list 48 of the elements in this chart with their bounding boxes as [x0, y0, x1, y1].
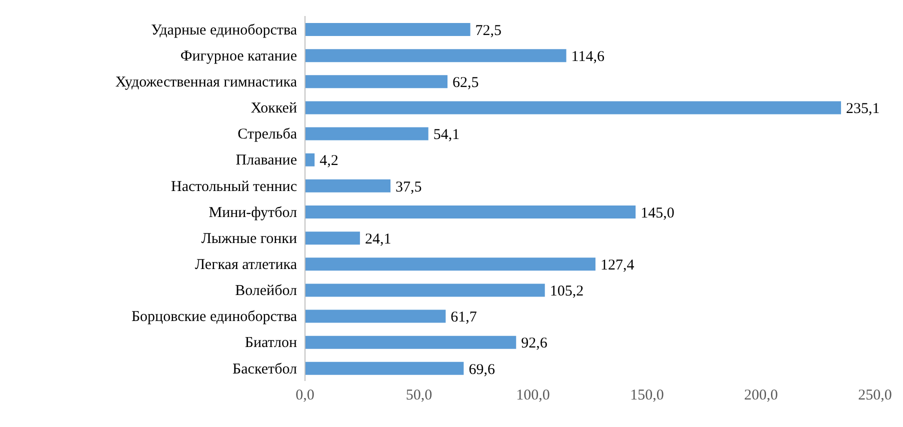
data-label: 61,7 — [450, 310, 478, 326]
bar — [305, 336, 516, 349]
bar — [305, 362, 464, 375]
bar — [305, 232, 360, 245]
x-tick-label: 50,0 — [406, 388, 432, 404]
data-label: 235,1 — [846, 101, 880, 118]
bar — [305, 49, 566, 62]
data-label: 145,0 — [640, 205, 674, 222]
bar — [305, 101, 842, 114]
x-tick-label: 0,0 — [296, 388, 314, 404]
x-tick-label: 250,0 — [858, 388, 892, 404]
y-tick-label: Лыжные гонки — [201, 230, 297, 247]
data-label: 37,5 — [396, 179, 422, 196]
data-label: 4,2 — [320, 153, 338, 170]
data-label: 24,1 — [364, 231, 392, 248]
y-tick-label: Мини-футбол — [208, 204, 298, 221]
y-tick-label: Легкая атлетика — [194, 257, 298, 274]
x-tick-label: 100,0 — [516, 388, 550, 404]
bar — [305, 258, 596, 271]
data-label: 62,5 — [452, 74, 479, 91]
data-label: 114,6 — [571, 48, 605, 65]
y-tick-label: Биатлон — [244, 335, 297, 352]
bar — [305, 23, 470, 36]
y-tick-label: Фигурное катание — [180, 48, 298, 64]
data-label: 69,6 — [468, 362, 496, 378]
y-tick-label: Плавание — [236, 152, 298, 169]
bar — [305, 153, 315, 166]
y-tick-label: Баскетбол — [232, 361, 298, 378]
data-label: 54,1 — [433, 127, 460, 144]
bar — [305, 284, 545, 297]
data-label: 127,4 — [600, 257, 635, 274]
data-label: 72,5 — [475, 22, 502, 39]
y-tick-label: Волейбол — [235, 283, 298, 300]
x-tick-label: 150,0 — [630, 388, 664, 404]
bar — [305, 206, 636, 218]
y-tick-label: Настольный теннис — [171, 178, 298, 195]
bar — [305, 75, 448, 88]
y-tick-label: Борцовские единоборства — [131, 309, 298, 326]
y-tick-label: Художественная гимнастика — [115, 74, 298, 91]
y-tick-label: Хоккей — [250, 100, 297, 117]
bar — [305, 127, 428, 140]
bar — [305, 179, 390, 192]
y-tick-label: Ударные единоборства — [151, 22, 298, 38]
data-label: 105,2 — [550, 284, 584, 300]
bar — [305, 310, 446, 323]
data-label: 92,6 — [521, 336, 548, 352]
x-tick-label: 200,0 — [744, 388, 778, 404]
y-tick-label: Стрельба — [238, 126, 298, 143]
